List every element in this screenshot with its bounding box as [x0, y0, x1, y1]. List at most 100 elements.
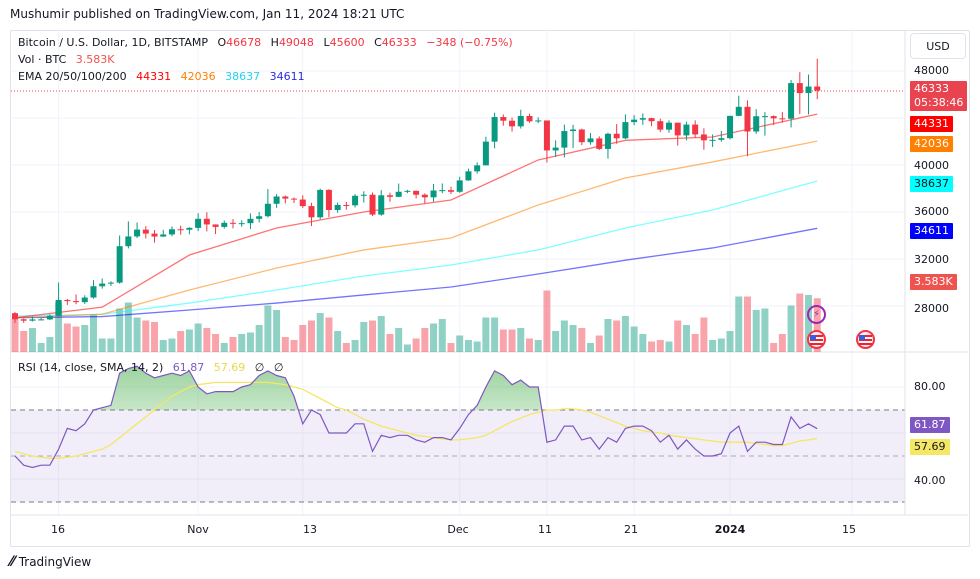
volume-bar: [743, 296, 751, 352]
volume-bar: [377, 316, 385, 352]
candle: [282, 195, 289, 204]
candle: [465, 168, 472, 181]
candle: [709, 134, 716, 147]
candle-body: [273, 196, 280, 204]
lightning-event-icon[interactable]: ⚡: [807, 305, 826, 324]
candle-body: [386, 195, 393, 197]
candle: [195, 213, 202, 232]
candle-body: [700, 134, 707, 141]
volume-bar: [587, 343, 595, 352]
candle: [291, 197, 298, 204]
volume-bar: [630, 326, 638, 352]
volume-bar: [430, 323, 438, 352]
volume-bar: [726, 331, 734, 352]
last-price-tag: 46333 05:38:46: [910, 81, 968, 111]
volume-bar: [11, 319, 19, 352]
date-tick: Dec: [447, 523, 469, 536]
candle-body: [421, 194, 428, 198]
ema100-tag: 38637: [910, 176, 953, 192]
price-tick: 32000: [914, 253, 949, 266]
date-tick: 13: [303, 523, 317, 536]
currency-button[interactable]: USD: [910, 33, 966, 59]
candle: [64, 298, 71, 305]
candle-body: [526, 116, 533, 122]
candle: [657, 118, 664, 133]
candle-body: [648, 118, 655, 122]
volume-bar: [386, 334, 394, 352]
low-value: 45600: [329, 36, 365, 49]
volume-bar: [37, 343, 45, 352]
candle-body: [395, 191, 402, 197]
rsi-extra-2: ∅: [273, 361, 284, 374]
candle-body: [718, 138, 725, 140]
candle: [700, 128, 707, 150]
candle: [753, 109, 760, 134]
candle: [99, 278, 106, 289]
candle: [570, 124, 577, 148]
candle: [238, 220, 245, 227]
candle: [46, 314, 53, 320]
ema50-value: 42036: [180, 70, 216, 83]
candle: [456, 176, 463, 193]
candle-body: [735, 106, 742, 116]
volume-bar: [604, 319, 612, 352]
volume-bar: [81, 325, 89, 352]
us-flag-event-icon[interactable]: [807, 330, 826, 349]
candle: [20, 318, 27, 323]
candle: [474, 162, 481, 174]
volume-bar: [421, 328, 429, 352]
volume-label: Vol · BTC: [18, 53, 67, 66]
candle-body: [517, 116, 524, 127]
candle-body: [177, 229, 184, 231]
candle: [325, 189, 332, 218]
candle-body: [29, 319, 36, 321]
candle-body: [55, 300, 62, 316]
volume-bar: [238, 334, 246, 352]
us-flag-event-icon[interactable]: [856, 330, 875, 349]
candle-body: [99, 283, 106, 287]
price-tick: 28000: [914, 302, 949, 315]
volume-bar: [508, 329, 516, 352]
candle: [55, 282, 62, 317]
ema-legend: EMA 20/50/100/200 44331 42036 38637 3461…: [18, 70, 311, 83]
volume-bar: [264, 305, 272, 352]
candle: [430, 183, 437, 202]
price-tick: 40000: [914, 159, 949, 172]
volume-bar: [761, 308, 769, 352]
candle-body: [413, 190, 420, 195]
volume-bar: [194, 323, 202, 352]
close-value: 46333: [381, 36, 417, 49]
volume-bar: [787, 305, 795, 352]
candle-body: [116, 246, 123, 283]
volume-bar: [525, 338, 533, 352]
candle-body: [596, 138, 603, 149]
candle: [38, 317, 45, 321]
candle-body: [753, 116, 760, 132]
candle: [622, 114, 629, 140]
volume-bar: [220, 343, 228, 352]
volume-bar: [55, 302, 63, 352]
candle: [779, 112, 786, 123]
candle: [116, 235, 123, 284]
candle: [604, 132, 611, 159]
candle: [308, 202, 315, 227]
volume-bar: [796, 293, 804, 352]
candle-body: [404, 190, 411, 192]
candle-body: [613, 133, 620, 139]
volume-bar: [717, 338, 725, 352]
volume-bar: [159, 340, 167, 352]
volume-bar: [752, 310, 760, 352]
candle: [578, 128, 585, 146]
volume-bar: [464, 340, 472, 352]
candle-body: [788, 83, 795, 119]
volume-bar: [438, 319, 446, 352]
candle: [448, 186, 454, 195]
volume-bar: [325, 317, 333, 352]
candle-body: [570, 129, 577, 132]
date-tick: Nov: [187, 523, 209, 536]
candle-body: [369, 194, 376, 215]
volume-bar: [316, 313, 324, 352]
volume-bar: [805, 295, 813, 352]
rsi-label: RSI (14, close, SMA, 14, 2): [18, 361, 164, 374]
